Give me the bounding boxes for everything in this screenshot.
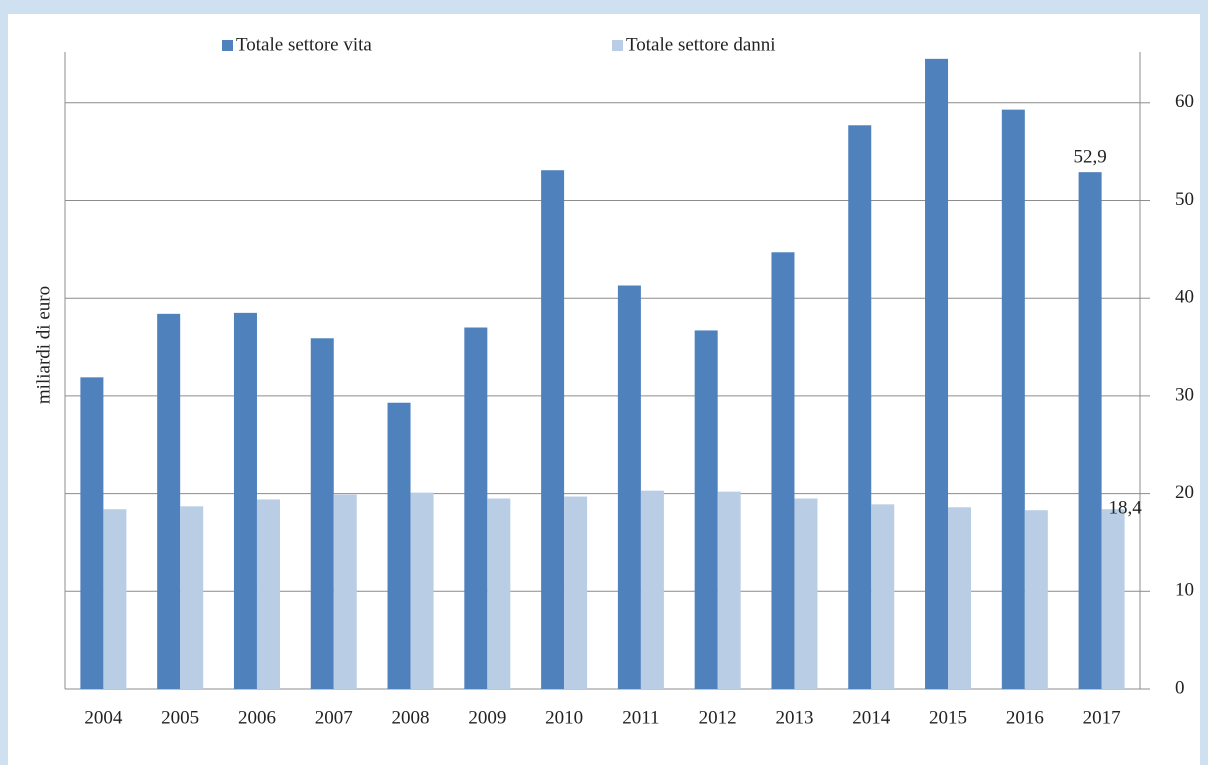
legend-swatch	[612, 40, 623, 51]
legend-swatch	[222, 40, 233, 51]
legend-label: Totale settore vita	[236, 34, 372, 55]
bar	[464, 327, 488, 689]
y-tick-label: 20	[1175, 482, 1194, 503]
bar	[80, 377, 104, 689]
bar	[157, 313, 181, 689]
panel	[8, 14, 1200, 765]
x-tick-label: 2015	[929, 707, 967, 728]
x-tick-label: 2014	[852, 707, 891, 728]
x-tick-label: 2004	[84, 707, 123, 728]
bar	[1001, 109, 1025, 689]
bar	[541, 170, 565, 690]
y-tick-label: 40	[1175, 287, 1194, 308]
y-tick-label: 10	[1175, 580, 1194, 601]
bar	[771, 252, 795, 689]
y-axis-label: miliardi di euro	[33, 286, 54, 404]
x-tick-label: 2006	[238, 707, 276, 728]
bar	[948, 507, 972, 689]
x-tick-label: 2016	[1006, 707, 1044, 728]
bar	[256, 499, 280, 689]
bar	[640, 490, 664, 689]
y-tick-label: 60	[1175, 91, 1194, 112]
x-tick-label: 2005	[161, 707, 199, 728]
bar	[1101, 509, 1125, 689]
y-tick-label: 0	[1175, 677, 1185, 698]
bar	[717, 491, 741, 689]
data-label: 18,4	[1108, 498, 1142, 519]
bar	[387, 402, 411, 689]
bar	[617, 285, 641, 689]
bar	[871, 504, 895, 689]
data-label: 52,9	[1073, 147, 1106, 168]
x-tick-label: 2012	[699, 707, 737, 728]
bar	[410, 492, 434, 689]
bar	[564, 496, 588, 689]
x-tick-label: 2008	[392, 707, 430, 728]
bar	[925, 58, 949, 689]
legend-label: Totale settore danni	[626, 34, 776, 55]
x-tick-label: 2011	[622, 707, 659, 728]
bar	[180, 506, 204, 689]
bar	[487, 498, 511, 689]
bar	[103, 509, 127, 689]
y-tick-label: 30	[1175, 384, 1194, 405]
bar	[1024, 510, 1048, 689]
x-tick-label: 2013	[775, 707, 813, 728]
bar	[233, 312, 257, 689]
x-tick-label: 2007	[315, 707, 353, 728]
x-tick-label: 2010	[545, 707, 583, 728]
y-tick-label: 50	[1175, 189, 1194, 210]
bar	[310, 338, 334, 689]
bar	[333, 494, 357, 689]
x-tick-label: 2017	[1083, 707, 1121, 728]
bar	[694, 330, 718, 689]
bar	[1078, 172, 1102, 690]
x-tick-label: 2009	[468, 707, 506, 728]
bar	[848, 125, 872, 689]
bar	[794, 498, 818, 689]
